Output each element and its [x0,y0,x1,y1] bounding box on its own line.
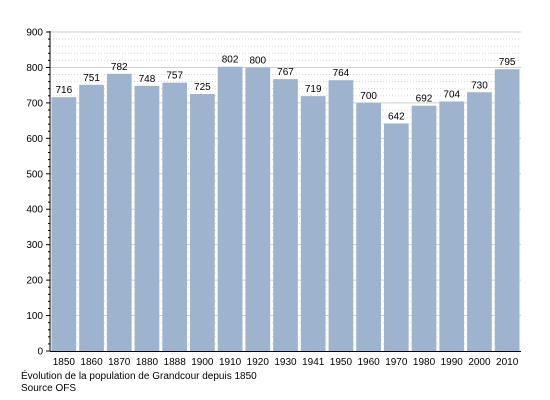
bar-value-label: 700 [360,91,377,102]
bar [134,85,160,352]
y-tick-label: 600 [26,134,43,145]
x-tick-label: 1960 [357,357,380,368]
y-tick-label: 700 [26,98,43,109]
bar [439,101,465,352]
bar-value-label: 800 [249,55,266,66]
bar-value-label: 725 [194,82,211,93]
y-tick-label: 900 [26,28,43,39]
x-tick-label: 1870 [108,357,131,368]
bar [217,66,243,351]
bar-value-label: 795 [499,57,516,68]
x-tick-label: 1950 [330,357,353,368]
bar [328,80,354,352]
x-tick-label: 1888 [164,357,187,368]
bar [162,82,188,352]
bar-value-label: 751 [83,73,100,84]
bar [245,67,271,351]
bar-value-label: 748 [139,74,156,85]
x-tick-label: 2000 [468,357,491,368]
x-tick-label: 1941 [302,357,325,368]
bar-value-label: 767 [277,67,294,78]
bar [411,105,437,351]
bar-value-label: 764 [333,68,350,79]
bar-value-label: 716 [56,85,73,96]
y-tick-label: 400 [26,205,43,216]
y-tick-label: 500 [26,169,43,180]
bar-value-label: 692 [416,94,433,105]
y-tick-label: 800 [26,63,43,74]
bar [273,79,298,351]
x-tick-label: 1990 [441,357,464,368]
bar [51,97,77,352]
x-tick-label: 1880 [136,357,159,368]
x-tick-label: 1970 [385,357,408,368]
y-tick-label: 0 [37,347,43,358]
y-tick-label: 100 [26,311,43,322]
chart-caption: Évolution de la population de Grandcour … [21,371,257,382]
bar-value-label: 802 [222,55,239,66]
bar-value-label: 730 [471,80,488,91]
x-tick-label: 1930 [274,357,297,368]
x-tick-label: 1920 [247,357,270,368]
bar-value-label: 782 [111,62,128,73]
x-tick-label: 1980 [413,357,436,368]
bar [300,96,326,351]
x-tick-label: 1850 [53,357,76,368]
bar-value-label: 704 [443,89,460,100]
bar [467,92,492,351]
bar [356,102,381,351]
bar [79,84,104,351]
x-tick-label: 1860 [80,357,103,368]
bar [106,73,132,351]
x-tick-label: 2010 [496,357,519,368]
chart-source: Source OFS [21,383,77,394]
bar-value-label: 757 [166,71,183,82]
x-tick-label: 1910 [219,357,242,368]
bar [494,69,520,351]
y-tick-label: 300 [26,240,43,251]
bar [190,94,215,352]
y-tick-label: 200 [26,276,43,287]
x-tick-label: 1900 [191,357,214,368]
bar-value-label: 719 [305,84,322,95]
bar-value-label: 642 [388,111,405,122]
bar [383,123,409,352]
